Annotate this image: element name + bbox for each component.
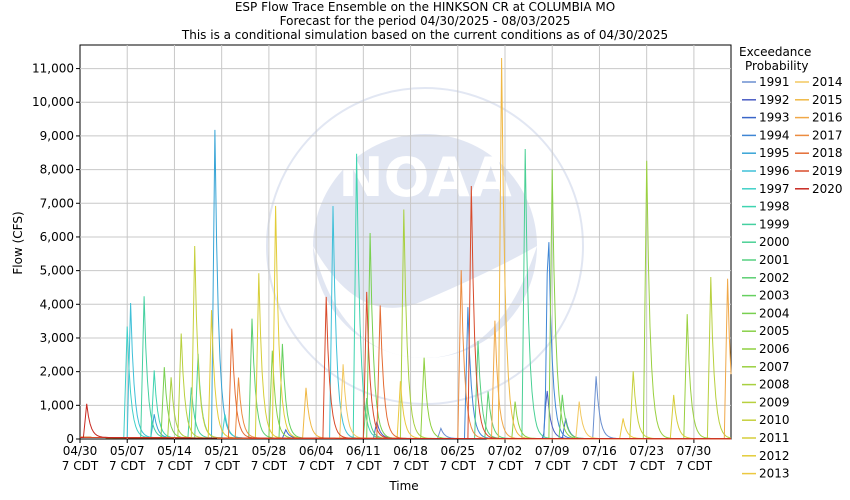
x-tick-label-time: 7 CDT	[109, 459, 146, 473]
y-tick-label: 6,000	[40, 230, 74, 244]
legend-label-1998: 1998	[759, 200, 790, 214]
series-lines	[80, 57, 732, 440]
legend-label-2002: 2002	[759, 271, 790, 285]
x-tick-label-date: 05/07	[110, 444, 145, 458]
x-tick-label-date: 06/25	[440, 444, 475, 458]
legend-label-2000: 2000	[759, 235, 790, 249]
chart-title: ESP Flow Trace Ensemble on the HINKSON C…	[234, 0, 616, 14]
y-tick-label: 7,000	[40, 196, 74, 210]
x-tick-label-date: 07/16	[582, 444, 617, 458]
y-tick-label: 4,000	[40, 297, 74, 311]
legend-label-1991: 1991	[759, 75, 790, 89]
legend-label-2013: 2013	[759, 467, 790, 481]
legend-label-1992: 1992	[759, 93, 790, 107]
y-tick-label: 3,000	[40, 331, 74, 345]
svg-text:NOAA: NOAA	[338, 146, 511, 209]
legend-label-2009: 2009	[759, 395, 790, 409]
legend-label-2010: 2010	[759, 413, 790, 427]
y-axis-label: Flow (CFS)	[11, 211, 25, 274]
x-axis-label: Time	[388, 479, 418, 493]
legend-label-2015: 2015	[812, 93, 843, 107]
legend-label-1996: 1996	[759, 164, 790, 178]
legend-label-1995: 1995	[759, 146, 790, 160]
legend-label-1994: 1994	[759, 128, 790, 142]
y-tick-label: 2,000	[40, 365, 74, 379]
legend-label-2005: 2005	[759, 324, 790, 338]
y-tick-label: 0	[66, 432, 74, 446]
legend-title-line2: Probability	[745, 59, 808, 73]
legend-label-2017: 2017	[812, 128, 843, 142]
legend-label-1997: 1997	[759, 182, 790, 196]
x-tick-label-date: 05/28	[252, 444, 287, 458]
legend-label-2007: 2007	[759, 360, 790, 374]
y-tick-label: 5,000	[40, 264, 74, 278]
legend-label-2020: 2020	[812, 182, 843, 196]
x-tick-label-time: 7 CDT	[676, 459, 713, 473]
noaa-watermark: NOAA	[266, 87, 584, 405]
legend-label-2004: 2004	[759, 306, 790, 320]
legend-label-1999: 1999	[759, 217, 790, 231]
legend-label-2011: 2011	[759, 431, 790, 445]
chart-subtitle-2: This is a conditional simulation based o…	[181, 28, 669, 42]
legend-label-2019: 2019	[812, 164, 843, 178]
y-tick-label: 8,000	[40, 163, 74, 177]
legend-label-2003: 2003	[759, 289, 790, 303]
legend-label-2014: 2014	[812, 75, 843, 89]
x-tick-label-time: 7 CDT	[203, 459, 240, 473]
x-tick-label-time: 7 CDT	[487, 459, 524, 473]
x-tick-label-time: 7 CDT	[534, 459, 571, 473]
legend-label-2006: 2006	[759, 342, 790, 356]
y-tick-label: 9,000	[40, 129, 74, 143]
x-tick-label-time: 7 CDT	[440, 459, 477, 473]
legend-label-2018: 2018	[812, 146, 843, 160]
x-tick-label-date: 07/23	[629, 444, 664, 458]
x-tick-label-time: 7 CDT	[392, 459, 429, 473]
y-tick-label: 10,000	[32, 95, 74, 109]
legend-label-2016: 2016	[812, 111, 843, 125]
legend-label-2012: 2012	[759, 449, 790, 463]
legend-label-2001: 2001	[759, 253, 790, 267]
chart-subtitle: Forecast for the period 04/30/2025 - 08/…	[279, 14, 571, 28]
x-tick-label-time: 7 CDT	[62, 459, 99, 473]
x-tick-label-date: 06/11	[346, 444, 381, 458]
x-tick-label-time: 7 CDT	[345, 459, 382, 473]
x-tick-label-date: 06/04	[299, 444, 334, 458]
x-tick-label-date: 07/02	[488, 444, 523, 458]
x-tick-label-time: 7 CDT	[581, 459, 618, 473]
legend-title-line1: Exceedance	[739, 45, 811, 59]
x-tick-label-date: 05/14	[157, 444, 192, 458]
x-tick-label-time: 7 CDT	[156, 459, 193, 473]
y-tick-label: 1,000	[40, 398, 74, 412]
y-axis: 0 1,000 2,000 3,000 4,000 5,000 6,000 7,000 8,00…	[32, 62, 80, 446]
x-tick-label-date: 04/30	[63, 444, 98, 458]
x-tick-label-time: 7 CDT	[628, 459, 665, 473]
series-line-2020	[80, 403, 731, 440]
x-tick-label-date: 05/21	[204, 444, 239, 458]
x-tick-label-time: 7 CDT	[298, 459, 335, 473]
x-tick-label-date: 07/09	[535, 444, 570, 458]
legend-label-2008: 2008	[759, 378, 790, 392]
x-tick-label-time: 7 CDT	[251, 459, 288, 473]
y-tick-label: 11,000	[32, 62, 74, 76]
legend-label-1993: 1993	[759, 111, 790, 125]
x-tick-label-date: 06/18	[393, 444, 428, 458]
x-tick-label-date: 07/30	[677, 444, 712, 458]
legend: Exceedance Probability 1991 1992 1993 1994 1…	[739, 45, 843, 481]
